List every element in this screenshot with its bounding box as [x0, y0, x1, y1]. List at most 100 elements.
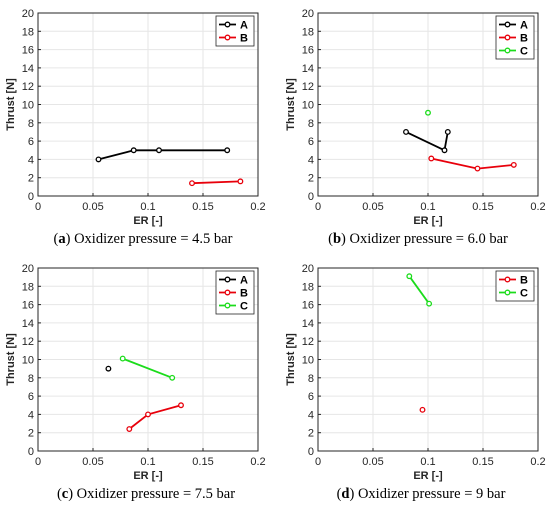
y-tick-label: 20: [22, 263, 34, 275]
y-tick-label: 12: [302, 81, 314, 93]
y-axis-label: Thrust [N]: [285, 78, 297, 131]
y-tick-label: 18: [22, 26, 34, 38]
y-tick-label: 4: [308, 154, 314, 166]
y-tick-label: 10: [302, 100, 314, 112]
y-axis-label: Thrust [N]: [5, 333, 17, 386]
chart-panel-a: 0 0.05 0.1 0.15 0.2 0 2 4 6 8 10 12 14 16 18 20 ER [-] Th…: [5, 8, 266, 247]
data-point: [105, 365, 112, 372]
panel-caption: (c) Oxidizer pressure = 7.5 bar: [57, 486, 235, 502]
y-tick-label: 0: [308, 446, 314, 458]
legend-label: A: [240, 20, 248, 32]
legend: ABC: [215, 270, 255, 315]
x-tick-label: 0.05: [82, 201, 103, 213]
series-line: [191, 180, 241, 185]
series-line: [98, 149, 228, 161]
legend-label: A: [520, 20, 528, 32]
data-point: [419, 406, 426, 413]
axes-frame: [317, 12, 539, 197]
chart-panel-b: 0 0.05 0.1 0.15 0.2 0 2 4 6 8 10 12 14 16 18 20 ER [-] Th…: [285, 8, 546, 247]
y-tick-label: 8: [28, 118, 34, 130]
axes-frame: [37, 12, 259, 197]
data-point: [428, 155, 435, 162]
y-tick-label: 18: [22, 281, 34, 293]
legend-marker: [504, 47, 511, 54]
legend: BC: [495, 270, 535, 302]
y-tick-label: 16: [22, 300, 34, 312]
x-tick-label: 0.2: [530, 201, 545, 213]
y-tick-label: 12: [22, 81, 34, 93]
data-point: [95, 156, 102, 163]
legend-marker: [224, 276, 231, 283]
legend-label: B: [520, 275, 528, 287]
data-point: [169, 374, 176, 381]
legend-marker: [504, 21, 511, 28]
legend-box: [215, 15, 255, 47]
data-point: [189, 180, 195, 187]
data-point: [444, 128, 451, 135]
series-line: [122, 357, 173, 379]
data-point: [224, 147, 231, 154]
y-tick-label: 0: [308, 191, 314, 203]
series-B: [419, 406, 426, 413]
y-axis-label: Thrust [N]: [5, 78, 17, 131]
y-tick-label: 16: [302, 300, 314, 312]
y-tick-label: 8: [28, 373, 34, 385]
data-point: [178, 402, 184, 409]
y-tick-label: 6: [308, 136, 314, 148]
y-tick-label: 20: [302, 263, 314, 275]
y-axis-label: Thrust [N]: [285, 333, 297, 386]
series-C: [406, 273, 433, 307]
legend-box: [495, 270, 535, 302]
x-axis-label: ER [-]: [133, 215, 163, 227]
legend-marker: [224, 289, 231, 296]
legend-marker: [504, 276, 511, 283]
x-tick-label: 0: [35, 201, 41, 213]
data-point: [474, 165, 481, 172]
data-point: [441, 147, 448, 154]
panel-caption: (d) Oxidizer pressure = 9 bar: [337, 486, 506, 502]
x-tick-label: 0.2: [250, 456, 265, 468]
y-tick-label: 4: [28, 154, 34, 166]
y-tick-label: 18: [302, 26, 314, 38]
x-tick-label: 0.1: [420, 201, 435, 213]
series-A: [105, 365, 112, 372]
y-tick-label: 8: [308, 118, 314, 130]
y-tick-label: 20: [302, 8, 314, 20]
panel-caption: (a) Oxidizer pressure = 4.5 bar: [54, 231, 233, 247]
data-point: [145, 411, 151, 418]
x-tick-label: 0: [315, 201, 321, 213]
series-A: [403, 128, 451, 154]
x-tick-label: 0.15: [472, 201, 493, 213]
y-tick-label: 12: [302, 336, 314, 348]
y-tick-label: 20: [22, 8, 34, 20]
legend-label: C: [520, 288, 528, 300]
y-tick-label: 6: [28, 136, 34, 148]
y-tick-label: 2: [28, 173, 34, 185]
legend-label: A: [240, 275, 248, 287]
series-C: [425, 109, 431, 116]
y-tick-label: 14: [302, 318, 314, 330]
data-point: [406, 273, 413, 280]
y-tick-label: 12: [22, 336, 34, 348]
legend-marker: [504, 289, 511, 296]
legend: AB: [215, 15, 255, 47]
y-tick-label: 6: [28, 391, 34, 403]
legend-label: C: [240, 301, 248, 313]
y-tick-label: 10: [302, 355, 314, 367]
legend-marker: [224, 34, 231, 41]
legend-label: B: [240, 288, 248, 300]
y-tick-label: 18: [302, 281, 314, 293]
x-tick-label: 0.15: [192, 456, 213, 468]
y-tick-label: 2: [308, 428, 314, 440]
y-tick-label: 10: [22, 100, 34, 112]
x-tick-label: 0: [315, 456, 321, 468]
chart-panel-d: 0 0.05 0.1 0.15 0.2 0 2 4 6 8 10 12 14 16 18 20 ER [-] Th…: [285, 263, 546, 502]
y-tick-label: 4: [308, 409, 314, 421]
data-point: [130, 147, 137, 154]
x-tick-label: 0.05: [362, 456, 383, 468]
legend-marker: [224, 21, 231, 28]
series-line: [408, 275, 430, 305]
y-tick-label: 8: [308, 373, 314, 385]
data-point: [119, 355, 126, 362]
data-point: [510, 161, 517, 168]
